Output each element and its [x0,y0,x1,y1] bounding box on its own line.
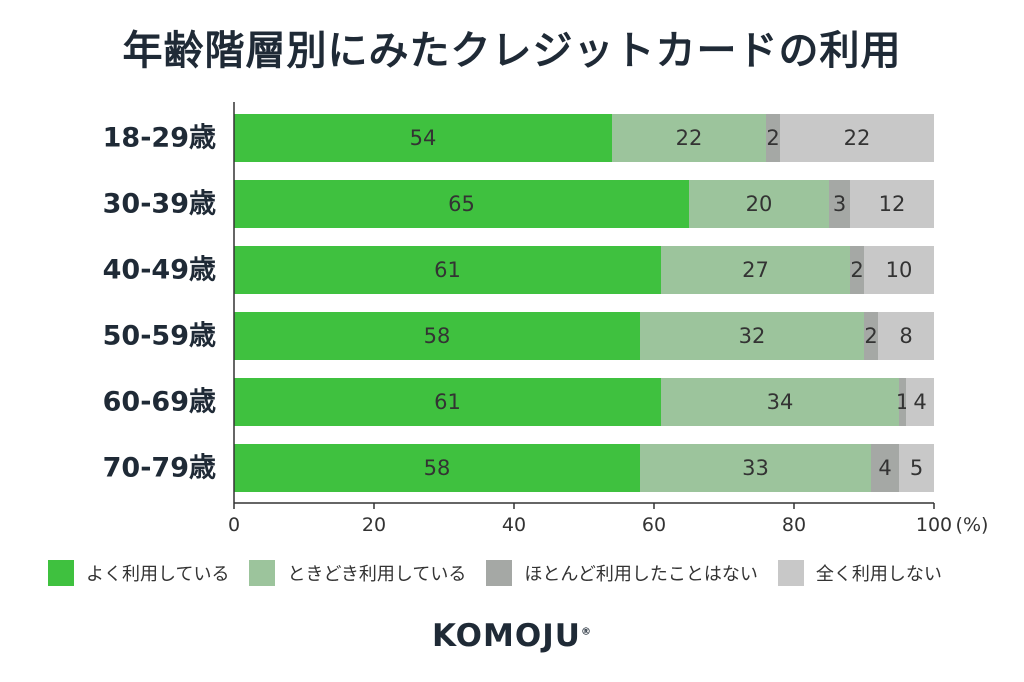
bar-segment [850,246,864,294]
x-tick-label: 0 [228,514,240,536]
legend-label-rarely: ほとんど利用したことはない [524,564,758,585]
bar-segment [234,378,661,426]
x-tick-label: 20 [362,514,386,536]
data-label: 54 [410,126,437,150]
data-label: 61 [434,258,461,282]
bar-segment [871,444,899,492]
bar-segment [640,312,864,360]
bar-segment [612,114,766,162]
legend-item-never: 全く利用しない [777,560,942,586]
category-label: 50-59歳 [103,321,216,352]
logo-registered-mark: ® [580,626,592,638]
komoju-logo: KOMOJU® [0,618,1024,654]
data-label: 58 [424,456,451,480]
data-label: 32 [739,324,766,348]
x-tick-label: 40 [502,514,526,536]
bar-segment [234,180,689,228]
bar-segment [878,312,934,360]
data-label: 10 [886,258,913,282]
legend-swatch-rarely [486,560,513,586]
bar-segment [661,378,899,426]
data-label: 1 [896,390,909,414]
bar-segment [766,114,780,162]
legend-item-sometimes: ときどき利用している [249,560,466,586]
data-label: 2 [766,126,779,150]
x-axis-unit: (%) [956,514,989,536]
bar-segment [234,444,640,492]
data-label: 4 [878,456,891,480]
data-label: 2 [850,258,863,282]
bar-segment [829,180,850,228]
bar-segment [899,444,934,492]
legend-swatch-often [48,560,74,586]
data-label: 20 [746,192,773,216]
category-label: 30-39歳 [103,189,216,220]
x-tick-label: 60 [642,514,666,536]
bar-segment [864,246,934,294]
logo-text: KOMOJU [432,618,581,654]
data-label: 65 [448,192,475,216]
x-tick-label: 100 [916,514,952,536]
data-label: 22 [676,126,703,150]
bar-segment [234,114,612,162]
data-label: 8 [899,324,912,348]
data-label: 61 [434,390,461,414]
chart-legend: よく利用している ときどき利用している ほとんど利用したことはない 全く利用しな… [48,560,988,586]
legend-item-rarely: ほとんど利用したことはない [486,560,758,586]
data-label: 2 [864,324,877,348]
bar-segment [899,378,906,426]
x-tick-label: 80 [782,514,806,536]
legend-label-sometimes: ときどき利用している [287,564,467,585]
bar-segment [661,246,850,294]
data-label: 5 [910,456,923,480]
category-label: 18-29歳 [103,123,216,154]
category-label: 70-79歳 [103,453,216,484]
data-label: 58 [424,324,451,348]
bar-segment [850,180,934,228]
bar-segment [640,444,871,492]
data-label: 33 [742,456,769,480]
bar-segment [780,114,934,162]
data-label: 34 [767,390,794,414]
legend-swatch-never [777,560,804,586]
legend-label-never: 全く利用しない [815,564,942,585]
data-label: 27 [742,258,769,282]
category-label: 60-69歳 [103,387,216,418]
category-label: 40-49歳 [103,255,216,286]
chart-title: 年齢階層別にみたクレジットカードの利用 [122,28,902,74]
bar-segment [689,180,829,228]
legend-swatch-sometimes [249,560,276,586]
bar-segment [906,378,934,426]
legend-label-often: よく利用している [86,564,230,585]
bar-segment [864,312,878,360]
bar-segment [234,246,661,294]
data-label: 12 [879,192,906,216]
data-label: 4 [913,390,926,414]
data-label: 22 [844,126,871,150]
data-label: 3 [833,192,846,216]
bar-segment [234,312,640,360]
legend-item-often: よく利用している [48,560,229,586]
